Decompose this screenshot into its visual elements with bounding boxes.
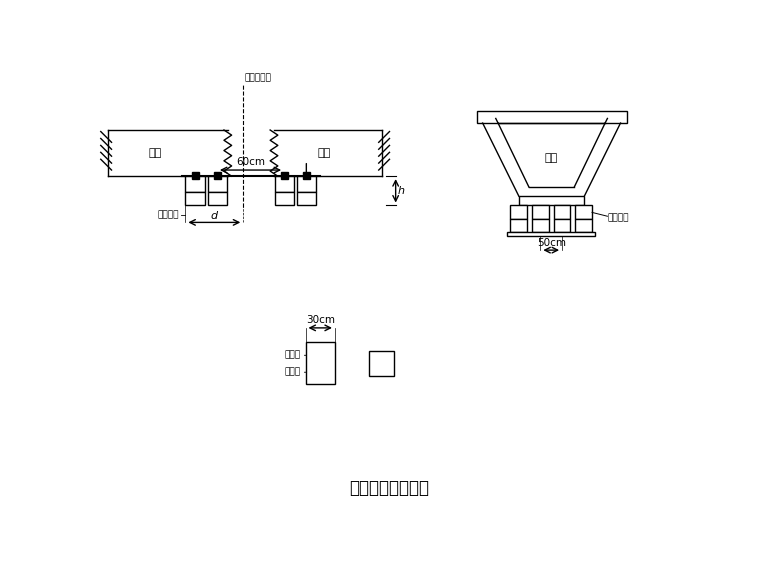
Text: 主梁: 主梁 <box>545 153 558 162</box>
Bar <box>192 172 198 180</box>
Bar <box>532 219 549 231</box>
Text: h: h <box>398 186 405 196</box>
Text: 桥梁中心线: 桥梁中心线 <box>245 74 271 82</box>
Text: 50cm: 50cm <box>537 238 565 248</box>
Text: 木板垫: 木板垫 <box>285 368 301 377</box>
Bar <box>306 342 335 384</box>
Bar <box>553 205 571 219</box>
Bar <box>575 205 592 219</box>
Text: 新型垫压: 新型垫压 <box>607 213 629 222</box>
Bar <box>297 192 316 205</box>
Bar <box>477 111 627 123</box>
Text: 非连续端临时支座: 非连续端临时支座 <box>350 479 429 497</box>
Text: 30cm: 30cm <box>306 315 334 325</box>
Bar <box>553 219 571 231</box>
Bar <box>575 219 592 231</box>
Bar <box>185 176 204 192</box>
Bar <box>532 205 549 219</box>
Bar <box>508 231 595 236</box>
Bar <box>303 172 310 180</box>
Text: 60cm: 60cm <box>236 157 265 167</box>
Text: 制支承线: 制支承线 <box>158 210 179 219</box>
Bar <box>511 205 527 219</box>
Text: 钢管垫: 钢管垫 <box>285 351 301 360</box>
Bar <box>275 176 294 192</box>
Bar <box>275 192 294 205</box>
Bar <box>369 351 394 376</box>
Text: 主梁: 主梁 <box>318 148 331 158</box>
Bar <box>207 192 227 205</box>
Bar <box>519 196 584 205</box>
Text: d: d <box>211 211 218 221</box>
Bar <box>207 176 227 192</box>
Bar <box>214 172 221 180</box>
Bar <box>511 219 527 231</box>
Text: 主梁: 主梁 <box>148 148 161 158</box>
Bar <box>185 192 204 205</box>
Bar <box>281 172 288 180</box>
Bar <box>297 176 316 192</box>
